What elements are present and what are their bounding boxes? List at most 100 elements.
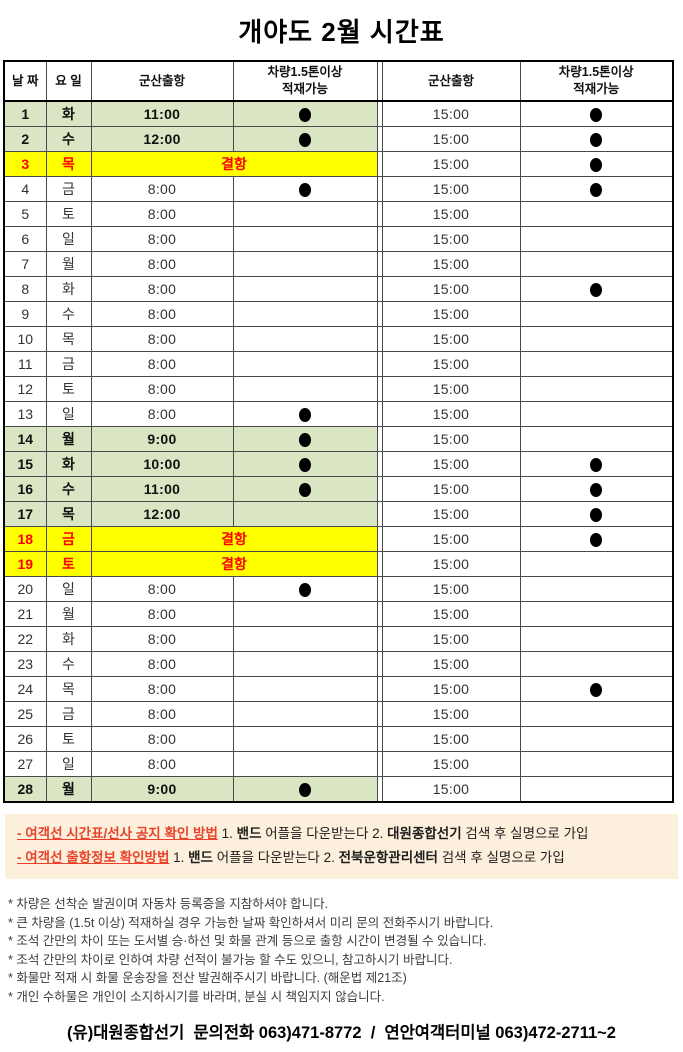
cargo-dot-cell (519, 776, 674, 803)
date-cell: 7 (3, 251, 47, 277)
departure-time-cell: 8:00 (90, 226, 234, 252)
cargo-dot-cell (232, 401, 378, 427)
day-cell: 화 (45, 100, 92, 127)
day-cell: 월 (45, 601, 92, 627)
note-line: * 조석 간만의 차이 또는 도서별 승·하선 및 화물 관계 등으로 출항 시… (8, 934, 487, 948)
timetable-row: 10 목 8:00 15:00 (3, 326, 674, 352)
day-cell: 수 (45, 301, 92, 327)
timetable-row: 17 목 12:00 15:00 (3, 501, 674, 527)
cargo-dot-cell (519, 426, 674, 452)
timetable-row: 4 금 8:00 15:00 (3, 176, 674, 202)
departure-time-cell: 8:00 (90, 201, 234, 227)
departure-time-cell: 15:00 (381, 601, 521, 627)
timetable-row: 19 토 결항 15:00 (3, 551, 674, 577)
day-cell: 목 (45, 676, 92, 702)
day-cell: 금 (45, 526, 92, 552)
departure-time-cell: 15:00 (381, 100, 521, 127)
cargo-available-dot (590, 483, 603, 498)
cargo-dot-cell (232, 251, 378, 277)
departure-time-cell: 15:00 (381, 326, 521, 352)
departure-time-cell: 8:00 (90, 626, 234, 652)
timetable-row: 16 수 11:00 15:00 (3, 476, 674, 502)
cargo-available-dot (299, 183, 311, 198)
date-cell: 15 (3, 451, 47, 477)
cargo-available-dot (299, 483, 311, 498)
departure-time-cell: 15:00 (381, 176, 521, 202)
timetable-row: 27 일 8:00 15:00 (3, 751, 674, 777)
ferry-timetable: 날 짜 요 일 군산출항 차량1.5톤이상 적재가능 군산출항 차량1.5톤이상… (3, 60, 674, 803)
date-cell: 28 (3, 776, 47, 803)
header-row: 날 짜 요 일 군산출항 차량1.5톤이상 적재가능 군산출항 차량1.5톤이상… (3, 60, 674, 102)
departure-time-cell: 8:00 (90, 401, 234, 427)
date-cell: 25 (3, 701, 47, 727)
departure-time-cell: 15:00 (381, 251, 521, 277)
cargo-dot-cell (232, 601, 378, 627)
departure-time-cell: 8:00 (90, 651, 234, 677)
cargo-available-dot (590, 508, 603, 523)
notes-section: * 차량은 선착순 발권이며 자동차 등록증을 지참하셔야 합니다. * 큰 차… (8, 895, 675, 1006)
date-cell: 1 (3, 100, 47, 127)
day-cell: 화 (45, 276, 92, 302)
departure-time-cell: 8:00 (90, 751, 234, 777)
day-cell: 토 (45, 551, 92, 577)
departure-time-cell: 8:00 (90, 301, 234, 327)
cargo-dot-cell (232, 201, 378, 227)
timetable-row: 13 일 8:00 15:00 (3, 401, 674, 427)
cancelled-cell: 결항 (90, 551, 378, 577)
departure-time-cell: 15:00 (381, 701, 521, 727)
departure-time-cell: 11:00 (90, 100, 234, 127)
cargo-dot-cell (519, 276, 674, 302)
timetable-row: 2 수 12:00 15:00 (3, 126, 674, 152)
day-cell: 월 (45, 251, 92, 277)
departure-time-cell: 15:00 (381, 151, 521, 177)
cargo-available-dot (299, 433, 311, 448)
departure-time-cell: 8:00 (90, 351, 234, 377)
notice-text: 어플을 다운받는다 2. (261, 826, 388, 841)
cargo-available-dot (590, 458, 603, 473)
departure-time-cell: 8:00 (90, 726, 234, 752)
departure-time-cell: 15:00 (381, 501, 521, 527)
departure-time-cell: 15:00 (381, 401, 521, 427)
cargo-dot-cell (232, 176, 378, 202)
departure-time-cell: 8:00 (90, 601, 234, 627)
cargo-dot-cell (519, 251, 674, 277)
cargo-available-dot (590, 533, 603, 548)
departure-time-cell: 15:00 (381, 676, 521, 702)
cargo-dot-cell (519, 751, 674, 777)
day-cell: 월 (45, 776, 92, 803)
note-line: * 개인 수하물은 개인이 소지하시기를 바라며, 분실 시 책임지지 않습니다… (8, 989, 385, 1004)
cargo-available-dot (590, 183, 603, 198)
departure-time-cell: 15:00 (381, 426, 521, 452)
cargo-dot-cell (519, 476, 674, 502)
col-header-cargo-2: 차량1.5톤이상 적재가능 (519, 60, 674, 102)
day-cell: 토 (45, 201, 92, 227)
departure-time-cell: 8:00 (90, 276, 234, 302)
notice-text: 검색 후 실명으로 가입 (461, 826, 589, 841)
timetable-row: 8 화 8:00 15:00 (3, 276, 674, 302)
departure-time-cell: 15:00 (381, 451, 521, 477)
date-cell: 2 (3, 126, 47, 152)
date-cell: 26 (3, 726, 47, 752)
cargo-dot-cell (232, 351, 378, 377)
departure-time-cell: 15:00 (381, 626, 521, 652)
col-header-departure-2: 군산출항 (381, 60, 521, 102)
date-cell: 5 (3, 201, 47, 227)
notice-text: 1. (217, 826, 237, 841)
departure-time-cell: 15:00 (381, 126, 521, 152)
day-cell: 일 (45, 401, 92, 427)
departure-time-cell: 8:00 (90, 326, 234, 352)
cargo-dot-cell (519, 201, 674, 227)
timetable-row: 25 금 8:00 15:00 (3, 701, 674, 727)
departure-time-cell: 15:00 (381, 726, 521, 752)
timetable-row: 15 화 10:00 15:00 (3, 451, 674, 477)
departure-time-cell: 15:00 (381, 551, 521, 577)
notice-box: - 여객선 시간표/선사 공지 확인 방법 1. 밴드 어플을 다운받는다 2.… (5, 814, 678, 879)
departure-time-cell: 8:00 (90, 376, 234, 402)
cargo-dot-cell (232, 501, 378, 527)
note-line: * 차량은 선착순 발권이며 자동차 등록증을 지참하셔야 합니다. (8, 897, 329, 911)
cargo-dot-cell (232, 326, 378, 352)
cancelled-cell: 결항 (90, 526, 378, 552)
day-cell: 수 (45, 126, 92, 152)
date-cell: 3 (3, 151, 47, 177)
cargo-dot-cell (519, 351, 674, 377)
